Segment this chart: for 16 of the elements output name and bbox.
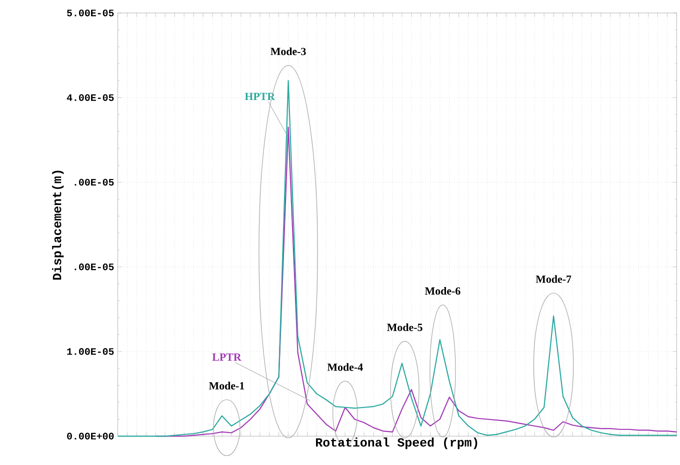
y-tick-label: .00E-05 [74, 178, 114, 186]
y-tick-label: 1.00E-05 [67, 348, 114, 355]
y-tick-label: 4.00E-05 [66, 94, 114, 101]
y-tick-label: .00E-05 [74, 263, 114, 270]
text: LPTR [212, 353, 242, 361]
series-label: HPTR [244, 92, 276, 100]
annotation: Mode-3 [270, 47, 306, 56]
annotation: Mode-7 [536, 275, 572, 283]
y-axis-title: Displacement(m) [52, 170, 64, 280]
annotation: Mode-1 [208, 382, 244, 390]
annotation: Mode-4 [327, 363, 363, 371]
x-axis-title: Rotational Speed (rpm) [316, 437, 478, 450]
annotation: Mode-6 [424, 286, 460, 295]
annotation: Mode-5 [387, 323, 422, 332]
y-tick-label: 0.00E+00 [67, 432, 114, 440]
y-tick-label: 5.00E-05 [67, 10, 114, 16]
